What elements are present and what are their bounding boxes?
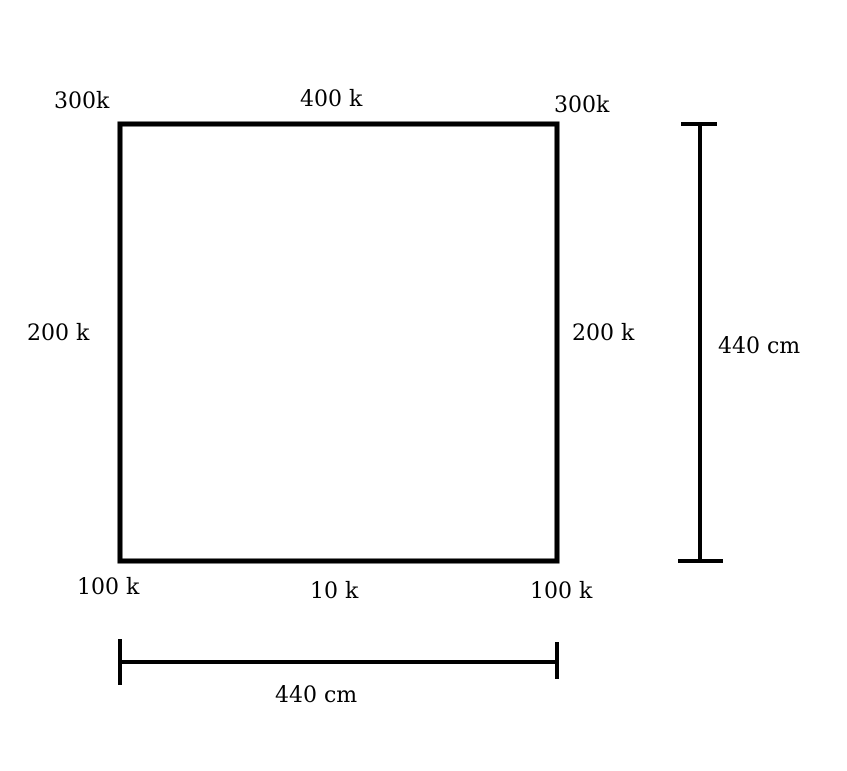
square-outline: [117, 121, 560, 564]
width-dimension: 440 cm: [118, 639, 559, 708]
edge-label-right: 200 k: [572, 321, 635, 346]
width-dimension-label: 440 cm: [275, 683, 357, 708]
corner-label-top-right: 300k: [554, 93, 610, 118]
edge-label-bottom: 10 k: [310, 579, 359, 604]
height-dimension: 440 cm: [678, 122, 800, 563]
corner-label-bottom-left: 100 k: [77, 575, 140, 600]
corner-label-bottom-right: 100 k: [530, 579, 593, 604]
edge-label-left: 200 k: [27, 321, 90, 346]
corner-label-top-left: 300k: [54, 89, 110, 114]
height-dimension-label: 440 cm: [718, 334, 800, 359]
edge-label-top: 400 k: [300, 87, 363, 112]
